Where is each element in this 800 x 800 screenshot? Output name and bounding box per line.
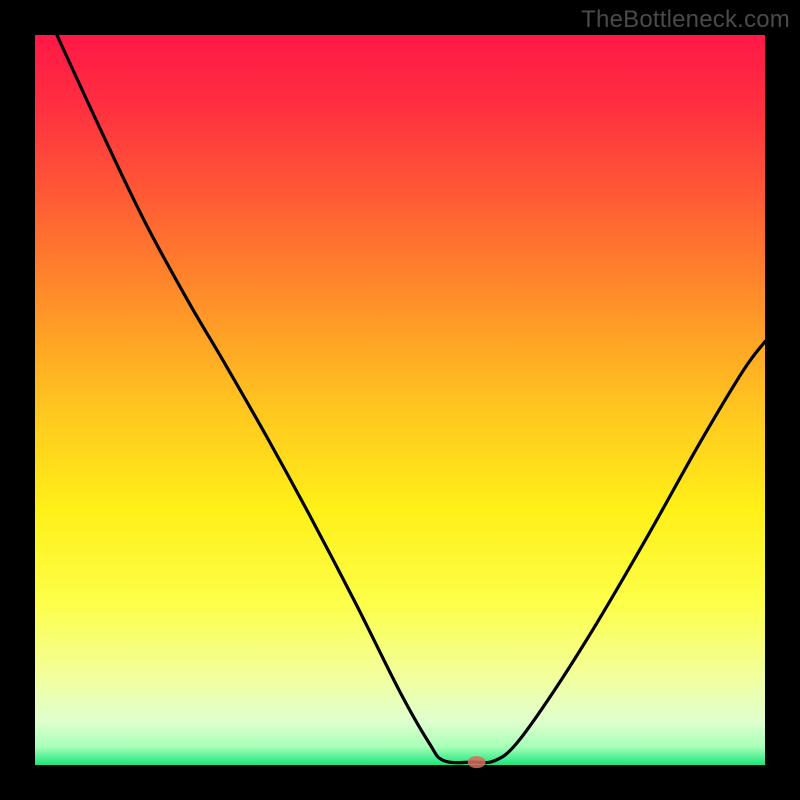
chart-svg [0, 0, 800, 800]
bottleneck-chart [0, 0, 800, 800]
watermark-text: TheBottleneck.com [581, 6, 790, 34]
minimum-marker [468, 756, 486, 768]
plot-background [35, 35, 765, 765]
